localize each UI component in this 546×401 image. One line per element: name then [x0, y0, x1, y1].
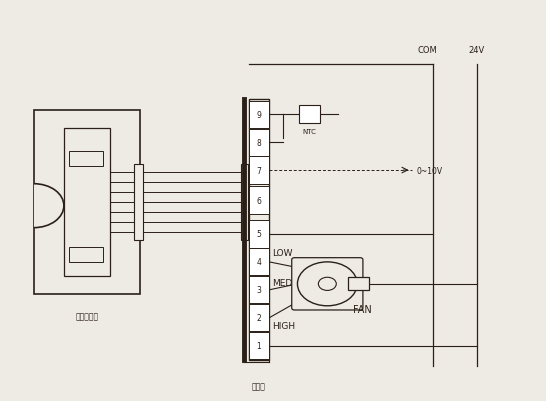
Bar: [248, 101, 269, 128]
Bar: [64, 129, 110, 276]
Text: FAN: FAN: [353, 304, 371, 314]
FancyBboxPatch shape: [292, 258, 363, 310]
Text: 9: 9: [257, 110, 262, 119]
Bar: [69, 247, 103, 262]
Text: 7: 7: [257, 166, 262, 175]
Bar: [248, 277, 269, 304]
Text: 24V: 24V: [468, 46, 485, 55]
Bar: [134, 165, 143, 240]
Text: 1: 1: [257, 341, 261, 350]
Text: HIGH: HIGH: [272, 321, 295, 330]
Text: 6: 6: [257, 196, 262, 205]
Text: 液晶控制板: 液晶控制板: [75, 312, 98, 321]
Text: 5: 5: [257, 230, 262, 239]
Text: COM: COM: [418, 46, 438, 55]
Text: 0~10V: 0~10V: [417, 166, 443, 175]
Bar: [248, 100, 269, 360]
Bar: [69, 152, 103, 167]
Text: LOW: LOW: [272, 249, 293, 257]
Text: 8: 8: [257, 138, 261, 147]
Bar: [348, 277, 369, 291]
Text: 2: 2: [257, 314, 261, 322]
Text: 3: 3: [257, 286, 262, 295]
Bar: [248, 304, 269, 332]
Bar: [248, 332, 269, 359]
Text: NTC: NTC: [302, 128, 316, 134]
Circle shape: [298, 262, 357, 306]
Bar: [248, 249, 269, 276]
Bar: [299, 106, 320, 124]
Bar: [248, 221, 269, 248]
Bar: [241, 165, 248, 240]
Bar: [248, 129, 269, 156]
Text: 端子板: 端子板: [252, 381, 266, 390]
Text: MED: MED: [272, 278, 292, 287]
Text: 4: 4: [257, 258, 262, 267]
Bar: [248, 157, 269, 184]
Bar: [34, 111, 140, 294]
Wedge shape: [34, 184, 64, 228]
Bar: [248, 187, 269, 214]
